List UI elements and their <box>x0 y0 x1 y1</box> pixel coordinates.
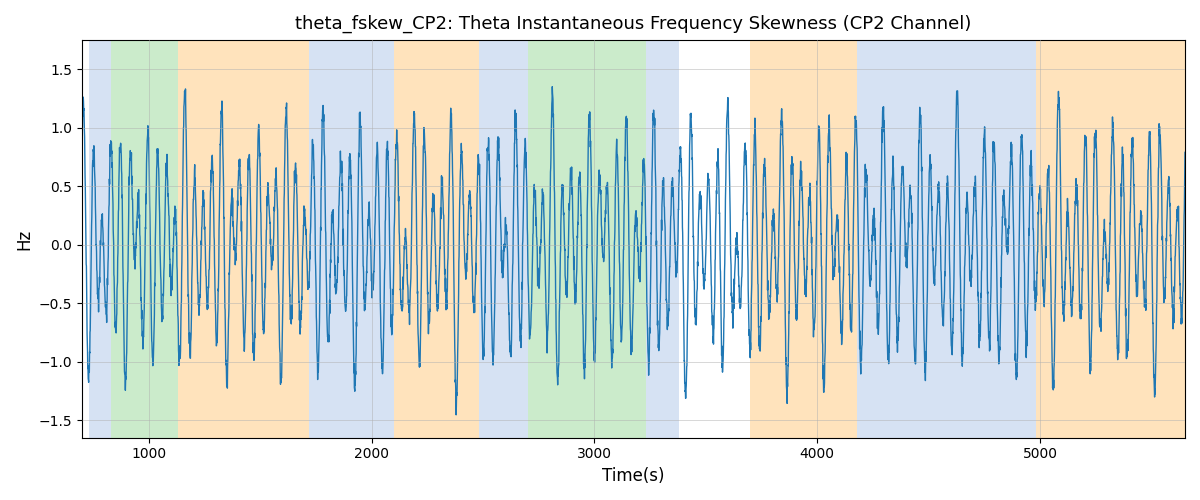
Bar <box>528 40 646 438</box>
X-axis label: Time(s): Time(s) <box>602 467 665 485</box>
Bar <box>110 40 178 438</box>
Bar <box>178 40 310 438</box>
Bar <box>858 40 1036 438</box>
Y-axis label: Hz: Hz <box>14 228 32 250</box>
Bar <box>479 40 528 438</box>
Bar <box>1036 40 1186 438</box>
Bar <box>394 40 479 438</box>
Title: theta_fskew_CP2: Theta Instantaneous Frequency Skewness (CP2 Channel): theta_fskew_CP2: Theta Instantaneous Fre… <box>295 15 972 34</box>
Bar <box>646 40 679 438</box>
Bar <box>310 40 394 438</box>
Bar <box>89 40 110 438</box>
Bar <box>750 40 858 438</box>
